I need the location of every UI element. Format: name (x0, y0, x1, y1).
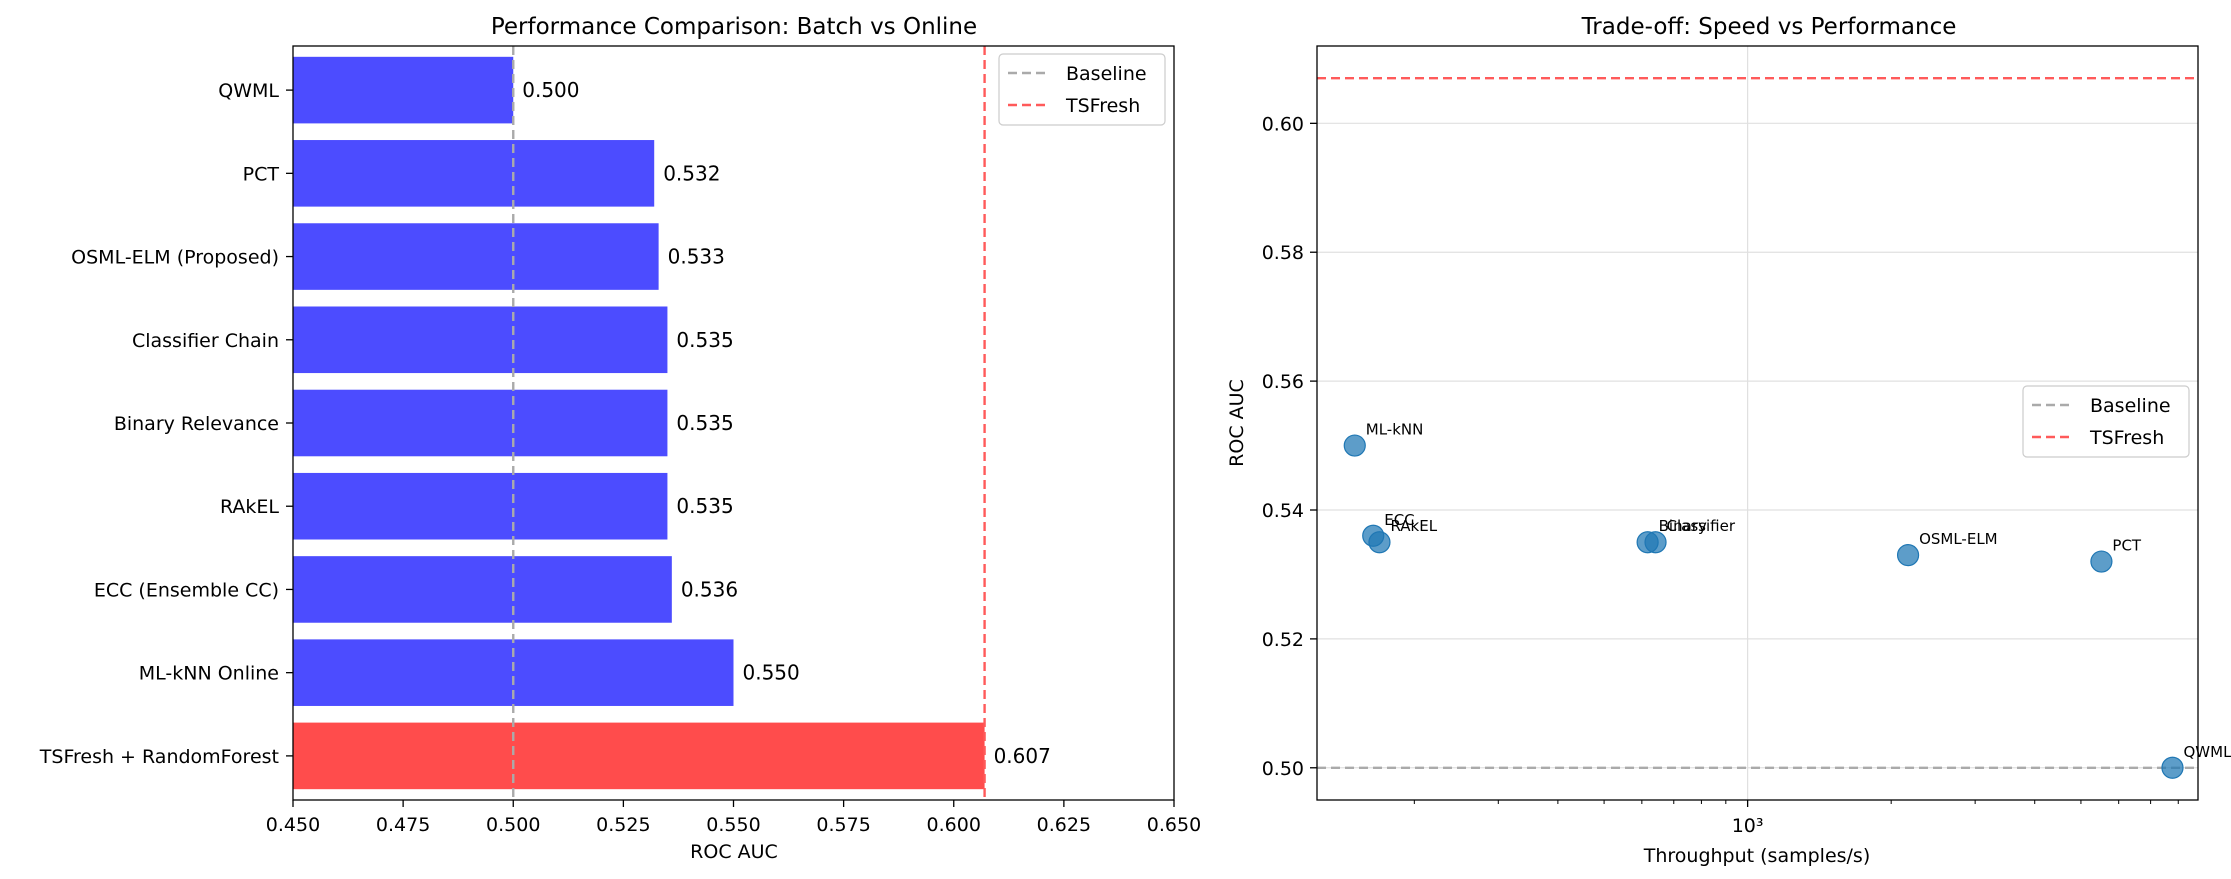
bar-value-label: 0.550 (743, 661, 800, 685)
scatter-chart-legend: Baseline TSFresh (2022, 385, 2190, 458)
scatter-point-label: OSML-ELM (1919, 530, 1998, 548)
y-tick-label: PCT (243, 163, 280, 185)
y-tick-label: OSML-ELM (Proposed) (71, 247, 279, 269)
scatter-point-osml-elm (1896, 544, 1920, 567)
bar-chart-title: Performance Comparison: Batch vs Online (491, 14, 977, 40)
y-tick-label: 0.60 (1262, 113, 1304, 135)
y-tick-label: RAkEL (220, 496, 279, 518)
y-tick-label: TSFresh + RandomForest (39, 746, 279, 768)
x-tick-label: 0.525 (596, 814, 650, 836)
scatter-points (1343, 434, 2184, 779)
legend-frame (998, 53, 1166, 126)
x-tick-label: 0.625 (1037, 814, 1091, 836)
bar-chart-x-axis-label: ROC AUC (690, 841, 778, 863)
bar-chart: Performance Comparison: Batch vs Online … (39, 14, 1201, 863)
bar-osml-elm-proposed- (293, 223, 659, 290)
bar-value-label: 0.535 (676, 328, 733, 352)
x-tick-label: 0.475 (376, 814, 430, 836)
x-tick-label: 0.500 (486, 814, 540, 836)
scatter-point-qwml (2161, 756, 2184, 779)
scatter-chart-x-ticks: 10³ (1413, 800, 2179, 837)
bar-pct (293, 140, 655, 207)
y-tick-label: ML-kNN Online (139, 663, 279, 685)
bar-qwml (293, 56, 514, 124)
bar-chart-x-ticks: 0.450 0.475 0.500 0.525 0.550 0.575 0.600 0.625… (266, 800, 1201, 836)
y-tick-label: 0.52 (1262, 629, 1304, 651)
y-tick-label: 0.58 (1262, 242, 1304, 264)
bar-classifier-chain (293, 306, 668, 374)
scatter-point-label: ECC (1384, 511, 1414, 529)
scatter-chart-x-axis-label: Throughput (samples/s) (1643, 845, 1871, 867)
scatter-point-label: ML-kNN (1366, 421, 1424, 439)
scatter-chart: Trade-off: Speed vs Performance ML-kNN EC… (1226, 14, 2231, 867)
y-tick-label: Binary Relevance (114, 413, 279, 435)
bar-ecc-ensemble-cc- (293, 556, 672, 623)
legend-tsfresh-label: TSFresh (2089, 427, 2164, 449)
scatter-point-label: Binary (1659, 517, 1707, 535)
scatter-point-label: RAkEL (1390, 517, 1437, 535)
scatter-point-pct (2090, 550, 2113, 573)
bar-value-label: 0.535 (676, 411, 733, 435)
bar-chart-plot-area: 0.500 0.532 0.533 0.535 0.535 0.535 0.536 0.550… (292, 45, 1175, 801)
legend-tsfresh-label: TSFresh (1065, 95, 1140, 117)
x-tick-label: 0.550 (706, 814, 760, 836)
bar-value-label: 0.500 (522, 78, 579, 102)
bar-tsfresh-randomforest (293, 722, 985, 790)
bar-value-label: 0.533 (668, 245, 725, 269)
y-tick-label: QWML (218, 80, 279, 102)
x-tick-label: 0.650 (1147, 814, 1201, 836)
y-tick-label: 0.54 (1262, 500, 1304, 522)
scatter-point-classifier (1644, 531, 1667, 554)
scatter-point-ml-knn (1343, 434, 1366, 457)
bar-rakel (293, 472, 668, 540)
x-tick-label: 0.450 (266, 814, 320, 836)
scatter-point-label: PCT (2112, 537, 2142, 555)
bar-value-label: 0.536 (681, 577, 738, 601)
legend-frame (2022, 385, 2190, 458)
x-tick-label: 10³ (1732, 815, 1764, 837)
x-tick-label: 0.600 (927, 814, 981, 836)
bar-value-label: 0.535 (676, 494, 733, 518)
scatter-chart-y-axis-label: ROC AUC (1226, 379, 1248, 467)
scatter-chart-y-ticks: 0.50 0.52 0.54 0.56 0.58 0.60 (1262, 113, 1317, 780)
bar-chart-y-ticks: QWML PCT OSML-ELM (Proposed) Classifier Cha… (39, 80, 293, 768)
y-tick-label: 0.56 (1262, 371, 1304, 393)
scatter-point-rakel (1368, 531, 1391, 554)
scatter-reference-lines (1317, 77, 2198, 769)
bar-group (293, 56, 985, 790)
legend-baseline-label: Baseline (2090, 395, 2171, 417)
y-tick-label: ECC (Ensemble CC) (94, 579, 279, 601)
y-tick-label: Classifier Chain (132, 330, 279, 352)
x-tick-label: 0.575 (816, 814, 870, 836)
scatter-chart-title: Trade-off: Speed vs Performance (1581, 14, 1957, 40)
legend-baseline-label: Baseline (1066, 63, 1147, 85)
bar-chart-legend: Baseline TSFresh (998, 53, 1166, 126)
bar-value-label: 0.607 (994, 744, 1051, 768)
scatter-chart-axes-frame (1316, 45, 2199, 801)
scatter-point-label: QWML (2183, 743, 2231, 761)
bar-binary-relevance (293, 389, 668, 457)
scatter-grid (1317, 46, 2198, 800)
bar-value-labels: 0.500 0.532 0.533 0.535 0.535 0.535 0.536 0.550… (522, 78, 1051, 768)
scatter-point-label: Classifier (1667, 517, 1736, 535)
bar-value-label: 0.532 (663, 161, 720, 185)
y-tick-label: 0.50 (1262, 758, 1304, 780)
